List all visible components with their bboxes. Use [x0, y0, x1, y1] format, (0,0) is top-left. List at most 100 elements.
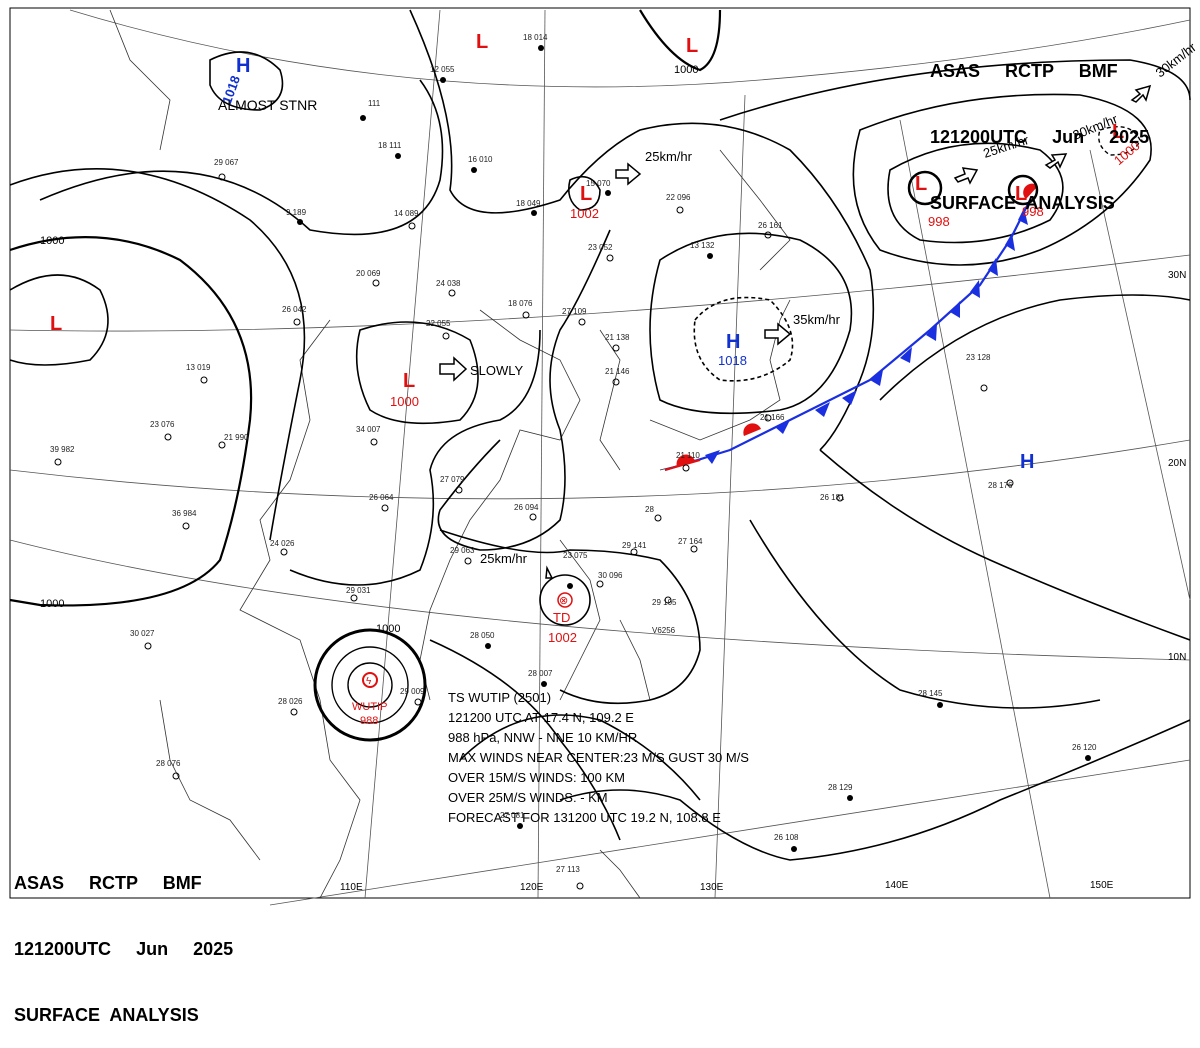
isobar: [819, 449, 1191, 641]
station-plot: 22 096: [666, 193, 691, 214]
isobar: [437, 229, 611, 551]
station-plot: 21 990: [218, 433, 249, 449]
td-center-symbol: TD: [553, 610, 570, 625]
station-plot: 29 067: [214, 158, 239, 181]
lon-label-150e: 150E: [1090, 880, 1114, 891]
low-center-symbol: L: [476, 31, 488, 53]
isobar: [429, 639, 621, 841]
station-plot: 18 014: [523, 33, 548, 51]
station-plot: 29 141: [622, 541, 647, 556]
center-rings: ⊗: [557, 170, 1039, 608]
motion-arrow: [615, 162, 642, 186]
cold-front-triangles: [705, 208, 1028, 464]
latitude-labels: 30N 20N 10N: [1168, 270, 1186, 663]
svg-text:26 042: 26 042: [282, 305, 307, 314]
station-plot: 36 984: [172, 509, 197, 530]
svg-text:111: 111: [368, 99, 381, 108]
svg-text:23 128: 23 128: [966, 353, 991, 362]
svg-text:23 052: 23 052: [588, 243, 613, 252]
svg-text:27 109: 27 109: [562, 307, 587, 316]
center-note: ALMOST STNR: [218, 97, 317, 113]
station-plot: 21 138: [605, 333, 630, 352]
station-plot: 28 050: [470, 631, 495, 649]
isobars: [9, 9, 1191, 861]
bulletin-line: 121200 UTC AT 17.4 N, 109.2 E: [448, 710, 634, 725]
map-border: [9, 7, 1191, 899]
station-plot: 9 189: [286, 208, 307, 225]
svg-text:ϟ: ϟ: [366, 676, 372, 687]
svg-text:20 069: 20 069: [356, 269, 381, 278]
svg-text:21 110: 21 110: [676, 451, 700, 460]
station-plot: 23 075: [563, 551, 588, 589]
stationary-front: [664, 183, 1038, 472]
isobar-label: 1000: [40, 235, 64, 247]
svg-text:26 161: 26 161: [758, 221, 783, 230]
svg-text:18 014: 18 014: [523, 33, 548, 42]
svg-text:29 105: 29 105: [652, 598, 677, 607]
station-plots: 29 067 111 18 111 9 189 14 089 20 069 24…: [50, 33, 1097, 890]
station-plot: 30 096: [596, 571, 623, 588]
svg-text:28: 28: [645, 505, 654, 514]
isobar: [639, 9, 722, 72]
header-line-1: ASAS RCTP BMF: [930, 61, 1118, 81]
bulletin-line: OVER 15M/S WINDS: 100 KM: [448, 770, 625, 785]
isobar: [289, 329, 541, 586]
svg-text:26 181: 26 181: [820, 493, 845, 502]
bulletin-line: TS WUTIP (2501): [448, 690, 551, 705]
low-center-symbol: L: [686, 35, 698, 57]
svg-text:13 132: 13 132: [690, 241, 715, 250]
station-plot: 20 069: [356, 269, 381, 287]
motion-arrows: [439, 84, 1152, 579]
lon-label-120e: 120E: [520, 882, 544, 893]
typhoon-symbol: ϟ WUTIP 988: [352, 672, 387, 727]
svg-text:29 063: 29 063: [450, 546, 475, 555]
station-plot: 23 076: [150, 420, 175, 441]
svg-text:15 070: 15 070: [586, 179, 611, 188]
isobar: [209, 51, 284, 111]
station-plot: 26 120: [1072, 743, 1097, 761]
station-plot: 18 049: [516, 199, 541, 216]
isobar: [649, 232, 853, 415]
map-background: [0, 0, 1200, 919]
low-center-symbol: L: [1015, 183, 1027, 205]
footer-line-1: ASAS RCTP BMF: [14, 873, 202, 893]
high-center-symbol: H: [1020, 451, 1034, 473]
station-plot: 29 009: [400, 687, 425, 706]
motion-label: 25km/hr: [645, 149, 693, 164]
station-plot: 23 052: [588, 243, 614, 262]
header-title-block: ASAS RCTP BMF 121200UTC Jun 2025 SURFACE…: [930, 16, 1149, 236]
station-plot: 16 010: [468, 155, 493, 173]
typhoon-bulletin: TS WUTIP (2501) 121200 UTC AT 17.4 N, 10…: [448, 690, 749, 825]
station-plot: 27 109: [562, 307, 587, 326]
station-plot: 21 146: [605, 367, 630, 386]
station-plot: 29 031: [346, 586, 371, 602]
station-plot: 111: [360, 99, 381, 121]
isobar: [559, 719, 1191, 861]
svg-text:24 026: 24 026: [270, 539, 295, 548]
station-plot: 28 076: [156, 759, 181, 780]
svg-text:30 027: 30 027: [130, 629, 155, 638]
isobar-label: 1000: [376, 623, 400, 635]
typhoon-pressure: 988: [360, 715, 378, 727]
svg-text:22 055: 22 055: [426, 319, 451, 328]
station-plot: 13 132: [690, 241, 715, 259]
svg-text:14 089: 14 089: [394, 209, 419, 218]
svg-text:21 146: 21 146: [605, 367, 630, 376]
svg-text:28 007: 28 007: [528, 669, 553, 678]
bulletin-line: 988 hPa, NNW - NNE 10 KM/HR: [448, 730, 637, 745]
station-plot: 12 055: [430, 65, 455, 83]
isobar: [567, 175, 601, 211]
motion-arrow: [953, 167, 979, 185]
svg-text:28 076: 28 076: [156, 759, 181, 768]
low-center-value: 1000: [390, 394, 419, 409]
svg-text:⊗: ⊗: [559, 595, 568, 607]
station-plot: 26 064: [369, 493, 394, 512]
svg-text:21 138: 21 138: [605, 333, 630, 342]
svg-text:21 166: 21 166: [760, 413, 785, 422]
svg-text:27 164: 27 164: [678, 537, 703, 546]
svg-text:29 067: 29 067: [214, 158, 239, 167]
svg-text:30 096: 30 096: [598, 571, 623, 580]
svg-text:23 075: 23 075: [563, 551, 588, 560]
isobar-label: 1000: [674, 64, 698, 76]
svg-text:27 081: 27 081: [500, 811, 525, 820]
